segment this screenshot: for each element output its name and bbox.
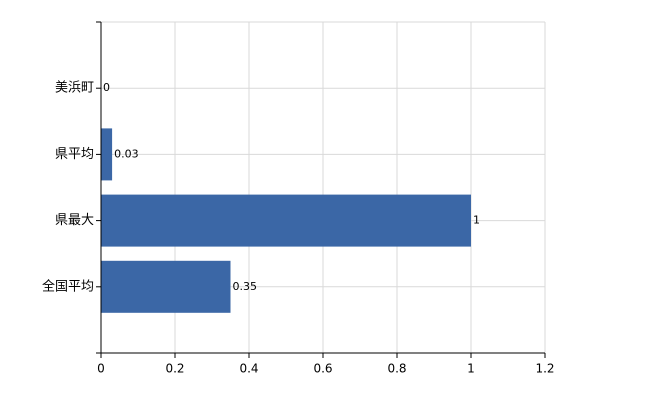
value-label: 0 (103, 81, 110, 94)
y-tick-label: 県最大 (55, 213, 94, 228)
bar (101, 194, 471, 247)
bar (101, 128, 113, 181)
x-tick-label: 1 (467, 362, 475, 376)
y-tick-label: 全国平均 (42, 278, 94, 294)
y-tick-label: 美浜町 (55, 81, 94, 96)
x-tick-label: 1.2 (535, 362, 554, 376)
y-tick-label: 県平均 (55, 147, 94, 162)
x-tick-label: 0.6 (313, 362, 332, 376)
x-tick-label: 0.2 (165, 362, 184, 376)
x-tick-label: 0.4 (239, 362, 258, 376)
value-label: 0.03 (114, 147, 139, 160)
x-tick-label: 0.8 (387, 362, 406, 376)
bar (101, 260, 231, 313)
value-label: 0.35 (233, 280, 258, 293)
x-tick-label: 0 (97, 362, 105, 376)
value-label: 1 (473, 214, 480, 227)
